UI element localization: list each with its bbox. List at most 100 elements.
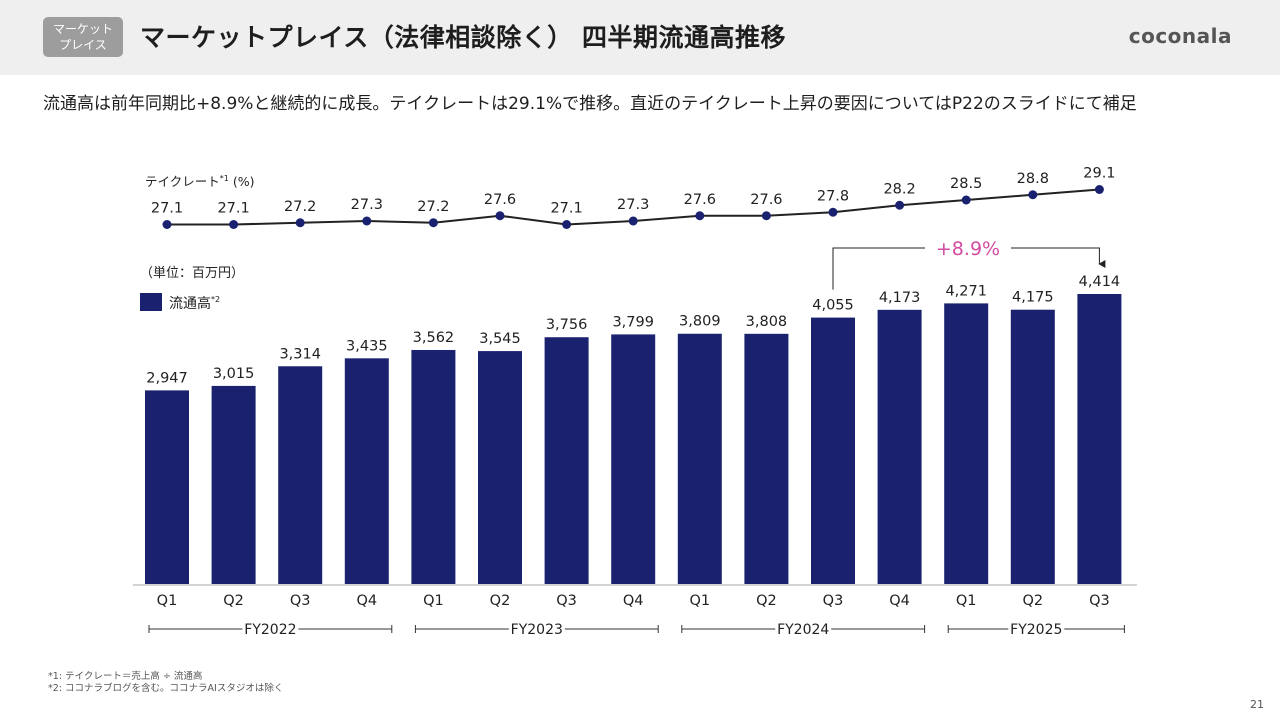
take-rate-point <box>628 216 638 226</box>
header-bar: マーケット プレイス マーケットプレイス（法律相談除く） 四半期流通高推移 co… <box>0 0 1280 75</box>
annotation-line-right <box>1011 247 1106 268</box>
footnote-1: *1: テイクレート＝売上高 ÷ 流通高 <box>48 671 203 682</box>
take-rate-point <box>295 218 305 228</box>
gmv-bar <box>478 351 522 584</box>
take-rate-title-unit: (%) <box>233 174 255 189</box>
annotation-label: +8.9% <box>936 238 1000 260</box>
take-rate-label: 27.6 <box>750 192 782 208</box>
fy-label: FY2023 <box>511 622 563 638</box>
annotation-line-left <box>832 247 925 290</box>
take-rate-point <box>495 211 505 221</box>
x-tick-label: Q3 <box>556 593 577 609</box>
take-rate-label: 27.6 <box>684 192 716 208</box>
section-badge: マーケット プレイス <box>43 17 123 57</box>
gmv-value-label: 3,562 <box>413 330 455 346</box>
page-number: 21 <box>1250 698 1264 711</box>
take-rate-title: テイクレート*1 (%) <box>145 174 255 189</box>
x-tick-label: Q4 <box>889 593 910 609</box>
gmv-value-label: 3,314 <box>279 346 321 362</box>
page-subtitle: 流通高は前年同期比+8.9%と継続的に成長。テイクレートは29.1%で推移。直近… <box>43 94 1137 114</box>
gmv-bar <box>411 349 456 584</box>
x-tick-label: Q2 <box>1022 593 1043 609</box>
take-rate-label: 28.5 <box>950 176 982 192</box>
gmv-bar <box>145 390 189 584</box>
take-rate-label: 27.8 <box>817 188 849 204</box>
take-rate-title-name: テイクレート <box>145 174 220 189</box>
take-rate-label: 27.6 <box>484 192 516 208</box>
legend-swatch <box>140 293 162 311</box>
x-tick-label: Q3 <box>1089 593 1110 609</box>
take-rate-label: 29.1 <box>1083 166 1115 182</box>
fy-label: FY2024 <box>777 622 829 638</box>
x-tick-label: Q2 <box>756 593 777 609</box>
take-rate-point <box>961 195 971 205</box>
take-rate-point <box>162 220 172 229</box>
take-rate-label: 27.3 <box>617 197 649 213</box>
gmv-bar-chart: （単位：百万円） 流通高*2 2,947 3,015 3,314 3,435 3,562 3,… <box>140 265 1122 584</box>
gmv-value-label: 3,545 <box>479 331 521 347</box>
x-tick-label: Q1 <box>157 593 178 609</box>
take-rate-label: 28.2 <box>883 181 915 197</box>
gmv-value-label: 4,055 <box>812 298 854 314</box>
gmv-value-label: 3,756 <box>546 317 588 333</box>
gmv-value-label: 3,435 <box>346 338 388 354</box>
gmv-bar <box>344 358 389 584</box>
gmv-value-label: 3,015 <box>213 366 255 382</box>
legend-name: 流通高 <box>169 295 211 312</box>
x-tick-label: Q4 <box>356 593 377 609</box>
fy-label: FY2025 <box>1010 622 1062 638</box>
take-rate-label: 27.1 <box>550 201 582 217</box>
take-rate-point <box>761 211 771 221</box>
unit-label: （単位：百万円） <box>140 265 244 281</box>
take-rate-point <box>229 220 239 229</box>
gmv-value-label: 3,808 <box>746 314 788 330</box>
gmv-bar <box>877 309 922 584</box>
take-rate-label: 28.8 <box>1017 171 1049 187</box>
x-tick-label: Q2 <box>223 593 244 609</box>
take-rate-label: 27.1 <box>217 201 249 217</box>
badge-line-2: プレイス <box>59 38 107 52</box>
take-rate-point <box>695 211 705 221</box>
gmv-bar <box>677 333 722 584</box>
brand-logo: coconala <box>1128 24 1232 48</box>
fy-label: FY2022 <box>244 622 296 638</box>
take-rate-label: 27.2 <box>284 199 316 215</box>
take-rate-point <box>1028 190 1038 200</box>
x-tick-label: Q3 <box>823 593 844 609</box>
gmv-bar <box>211 385 256 584</box>
take-rate-point <box>428 218 438 228</box>
take-rate-point <box>895 200 905 210</box>
take-rate-point <box>828 207 838 217</box>
gmv-value-label: 3,809 <box>679 314 721 330</box>
gmv-value-label: 3,799 <box>612 314 654 330</box>
legend-sup: *2 <box>211 295 220 304</box>
x-tick-label: Q4 <box>623 593 644 609</box>
gmv-value-label: 4,175 <box>1012 290 1054 306</box>
badge-line-1: マーケット <box>52 22 113 36</box>
take-rate-title-sup: *1 <box>220 174 229 183</box>
take-rate-label: 27.1 <box>151 201 183 217</box>
gmv-value-label: 2,947 <box>146 370 188 386</box>
take-rate-label: 27.2 <box>417 199 449 215</box>
x-tick-label: Q1 <box>689 593 710 609</box>
gmv-bar <box>1077 294 1122 584</box>
gmv-bar <box>1010 309 1055 584</box>
x-tick-label: Q2 <box>490 593 511 609</box>
take-rate-point <box>1094 185 1104 194</box>
take-rate-point <box>362 216 372 226</box>
gmv-bar <box>811 317 855 584</box>
page-title: マーケットプレイス（法律相談除く） 四半期流通高推移 <box>140 23 786 52</box>
take-rate-line-chart: テイクレート*1 (%) 27.1 27.1 27.2 27.3 27.2 27.6 27.1 2… <box>145 166 1116 229</box>
x-axis: Q1 Q2 Q3 Q4 Q1 Q2 Q3 Q4 Q1 Q2 Q3 Q4 Q1 Q2 Q3 FY2022 FY20… <box>133 584 1137 638</box>
gmv-value-label: 4,414 <box>1079 274 1121 290</box>
x-tick-label: Q1 <box>423 593 444 609</box>
x-tick-label: Q3 <box>290 593 311 609</box>
take-rate-label: 27.3 <box>351 197 383 213</box>
gmv-bar <box>544 337 589 584</box>
footnote-2: *2: ココナラブログを含む。ココナラAIスタジオは除く <box>48 683 284 694</box>
growth-annotation: +8.9% <box>832 238 1106 290</box>
gmv-bar <box>278 366 323 584</box>
legend-label: 流通高*2 <box>169 295 220 312</box>
gmv-value-label: 4,271 <box>945 283 987 299</box>
